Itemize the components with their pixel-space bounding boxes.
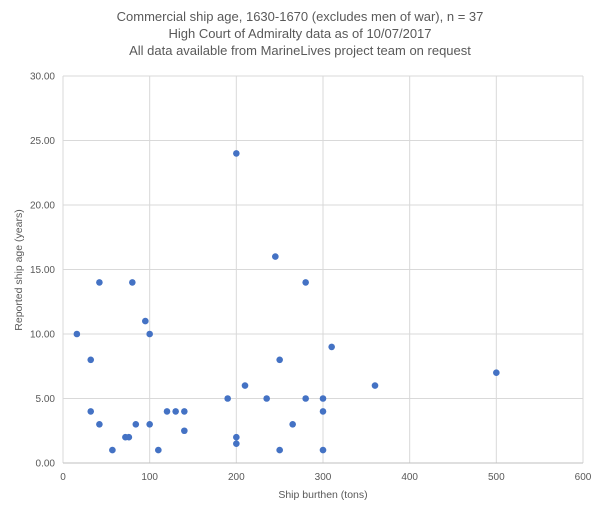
- y-tick-label: 25.00: [30, 136, 55, 147]
- data-point: [73, 330, 81, 338]
- data-point: [87, 356, 95, 364]
- y-tick-label: 10.00: [30, 330, 55, 341]
- y-tick-label: 5.00: [36, 394, 56, 405]
- chart-subtitle-2: All data available from MarineLives proj…: [129, 43, 471, 58]
- data-point: [233, 433, 240, 441]
- data-point: [163, 408, 171, 415]
- data-point: [87, 408, 95, 415]
- data-point: [276, 356, 283, 364]
- data-point: [224, 395, 231, 402]
- data-point: [233, 150, 240, 157]
- data-point: [109, 446, 116, 454]
- chart-subtitle-1: High Court of Admiralty data as of 10/07…: [168, 26, 432, 41]
- chart-title: Commercial ship age, 1630-1670 (excludes…: [116, 9, 484, 24]
- data-point: [302, 279, 309, 286]
- data-points: [73, 150, 500, 454]
- x-tick-label: 300: [315, 472, 332, 483]
- y-tick-label: 20.00: [30, 201, 55, 212]
- x-tick-label: 400: [401, 472, 418, 483]
- data-point: [142, 317, 149, 325]
- data-point: [493, 369, 500, 377]
- y-tick-label: 30.00: [30, 72, 55, 83]
- data-point: [319, 446, 327, 454]
- x-tick-label: 100: [141, 472, 158, 483]
- data-point: [319, 395, 327, 402]
- data-point: [96, 279, 103, 286]
- data-point: [181, 427, 188, 435]
- data-point: [132, 421, 140, 428]
- data-point: [155, 446, 162, 454]
- data-point: [289, 421, 296, 428]
- gridlines: [62, 75, 584, 464]
- data-point: [129, 279, 136, 286]
- x-tick-label: 200: [228, 472, 245, 483]
- data-point: [263, 395, 270, 402]
- data-point: [146, 421, 153, 428]
- data-point: [272, 253, 279, 260]
- data-point: [319, 408, 327, 415]
- data-point: [276, 446, 283, 454]
- data-point: [233, 440, 240, 447]
- data-point: [146, 330, 153, 338]
- y-tick-label: 0.00: [36, 459, 56, 470]
- x-axis-label: Ship burthen (tons): [278, 489, 367, 501]
- y-axis-label: Reported ship age (years): [13, 209, 25, 330]
- axis-ticks: 0.00 5.00 10.00 15.00 20.00 25.00 30.00 0 100 200…: [30, 72, 592, 484]
- data-point: [371, 382, 379, 389]
- x-tick-label: 600: [575, 472, 592, 483]
- y-tick-label: 15.00: [30, 265, 55, 276]
- data-point: [241, 382, 249, 389]
- data-point: [328, 343, 335, 351]
- data-point: [125, 433, 133, 441]
- data-point: [181, 408, 188, 415]
- data-point: [302, 395, 309, 402]
- data-point: [172, 408, 179, 415]
- x-tick-label: 0: [60, 472, 66, 483]
- x-tick-label: 500: [488, 472, 505, 483]
- data-point: [96, 421, 103, 428]
